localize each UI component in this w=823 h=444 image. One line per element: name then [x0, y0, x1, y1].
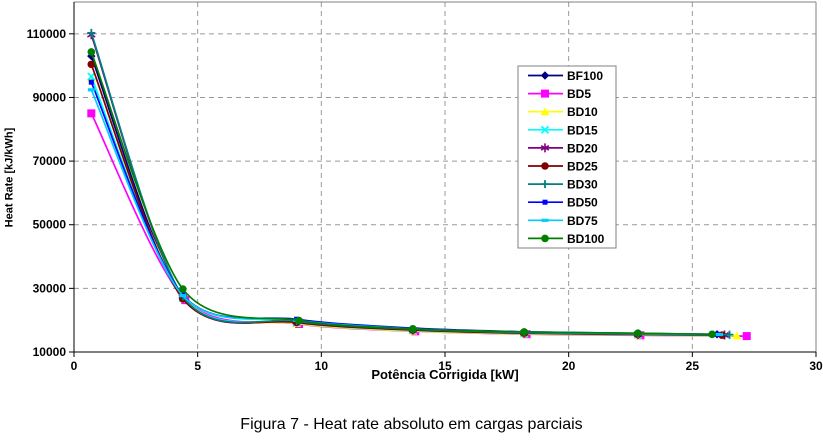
legend-item-BD15: BD15 — [528, 123, 598, 137]
legend-marker-BD20 — [540, 143, 550, 153]
legend-label: BD100 — [567, 232, 605, 246]
series-marker-BF100 — [87, 51, 96, 61]
legend-marker-BD25 — [541, 162, 549, 170]
legend-label: BD50 — [567, 196, 598, 210]
series-marker-BD100 — [87, 48, 96, 56]
y-tick-label: 70000 — [33, 154, 67, 168]
legend-item-BD5: BD5 — [528, 87, 591, 101]
y-tick-label: 110000 — [27, 27, 67, 41]
legend-marker-BD15 — [540, 125, 550, 134]
x-tick-label: 30 — [809, 359, 823, 373]
y-tick-label: 10000 — [33, 345, 67, 359]
legend: BF100 BD5 BD10 BD15 BD20 BD25 BD30 BD50 BD75 BD10… — [517, 65, 617, 249]
legend-item-BD20: BD20 — [528, 141, 598, 155]
legend-label: BD75 — [567, 214, 598, 228]
x-tick-label: 15 — [438, 359, 452, 373]
series-marker-BD30 — [725, 330, 734, 339]
legend-marker-BF100 — [540, 71, 550, 80]
legend-label: BD25 — [567, 160, 598, 174]
series-marker-BD5 — [742, 332, 751, 341]
legend-label: BD20 — [567, 141, 598, 155]
series-marker-BD50 — [88, 79, 94, 85]
series-marker-BD100 — [295, 316, 303, 325]
series-marker-BD100 — [520, 328, 528, 336]
legend-item-BF100: BF100 — [528, 69, 603, 83]
x-tick-label: 0 — [71, 359, 78, 373]
x-tick-label: 25 — [686, 359, 700, 373]
x-tick-label: 5 — [194, 359, 201, 373]
series-marker-BD15 — [87, 72, 96, 81]
series-marker-BD100 — [708, 330, 716, 339]
y-tick-label: 90000 — [33, 90, 67, 104]
legend-label: BD10 — [567, 105, 598, 119]
legend-item-BD75: BD75 — [528, 214, 598, 228]
legend-item-BD10: BD10 — [528, 105, 598, 119]
series-marker-BD10 — [732, 331, 742, 340]
series-line-BD75 — [90, 89, 720, 336]
legend-marker-BD30 — [541, 180, 549, 189]
series-line-BD100 — [90, 51, 713, 336]
legend-label: BF100 — [567, 69, 603, 83]
legend-label: BD15 — [567, 123, 598, 137]
legend-marker-BD10 — [540, 107, 550, 116]
legend-label: BD30 — [567, 178, 598, 192]
series-marker-BD25 — [87, 60, 96, 69]
legend-item-BD50: BD50 — [528, 196, 598, 210]
legend-item-BD100: BD100 — [528, 232, 605, 246]
series-line-BD30 — [90, 32, 730, 336]
legend-item-BD25: BD25 — [528, 160, 598, 174]
legend-marker-BD5 — [541, 89, 549, 98]
legend-item-BD30: BD30 — [528, 178, 598, 192]
legend-label: BD5 — [567, 87, 591, 101]
series-marker-BD100 — [409, 325, 417, 333]
figure-caption: Figura 7 - Heat rate absoluto em cargas … — [240, 416, 583, 433]
y-axis-title: Heat Rate [kJ/kWh] — [3, 127, 16, 228]
legend-marker-BD100 — [541, 234, 549, 243]
series-marker-BD5 — [87, 109, 96, 118]
x-tick-label: 20 — [562, 359, 576, 373]
legend-marker-BD50 — [542, 199, 548, 205]
series-marker-BD30 — [87, 28, 96, 37]
y-tick-label: 50000 — [33, 218, 67, 232]
heat-rate-chart: 10000 30000 50000 70000 90000 110000 0 5 10 15 20 2… — [27, 1, 823, 373]
series-BD100 — [87, 48, 716, 339]
series-marker-BD100 — [179, 285, 187, 293]
x-axis-title: Potência Corrigida [kW] — [371, 367, 519, 382]
x-tick-label: 10 — [315, 359, 329, 373]
series-marker-BD100 — [634, 329, 642, 338]
legend-box — [517, 65, 617, 249]
y-tick-label: 30000 — [33, 281, 67, 295]
